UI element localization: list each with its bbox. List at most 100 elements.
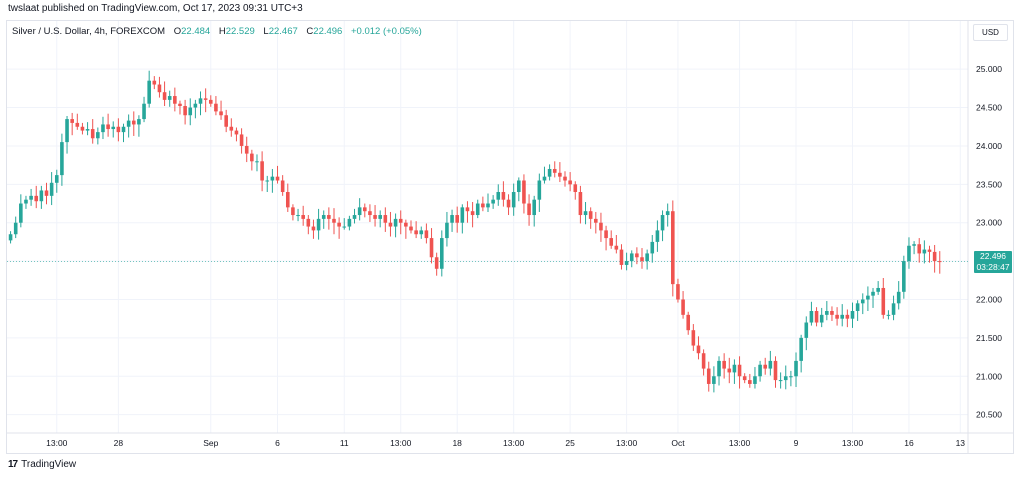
candle-up [511, 192, 516, 208]
candle-down [434, 257, 439, 269]
candle-down [183, 106, 187, 116]
candle-up [96, 132, 100, 139]
candle-down [845, 314, 850, 319]
candle-down [291, 207, 295, 216]
candle-down [332, 218, 336, 223]
candle-up [137, 119, 141, 125]
candle-down [932, 251, 937, 262]
candle-down [250, 153, 254, 162]
candle-up [440, 238, 444, 269]
candle-up [783, 376, 788, 381]
x-tick-label: 18 [452, 438, 462, 448]
legend-low-value: 22.467 [268, 26, 298, 37]
candle-down [178, 103, 182, 107]
candle-down [742, 376, 747, 381]
x-tick-label: Oct [671, 438, 685, 448]
tradingview-brand[interactable]: 17 TradingView [8, 459, 76, 470]
chart-frame [6, 20, 1014, 454]
candle-up [794, 360, 798, 377]
candle-up [624, 261, 629, 265]
candle-down [239, 134, 244, 146]
legend-change: +0.012 (+0.05%) [350, 26, 422, 37]
candle-down [681, 299, 685, 315]
x-tick-label: 16 [904, 438, 914, 448]
candle-down [208, 99, 213, 104]
candle-up [768, 360, 773, 369]
candle-down [398, 218, 403, 223]
legend-low-label: L [263, 26, 269, 37]
candle-up [912, 244, 916, 246]
candle-up [111, 126, 116, 130]
candle-up [460, 207, 465, 223]
candle-down [424, 230, 429, 239]
candle-up [347, 218, 352, 227]
candle-down [676, 284, 680, 300]
x-tick-label: 13 [956, 438, 966, 448]
x-tick-label: 25 [565, 438, 575, 448]
candle-down [80, 126, 85, 131]
candle-down [409, 226, 413, 231]
candle-down [234, 130, 239, 135]
candle-up [922, 249, 927, 254]
candle-down [244, 145, 249, 154]
candle-up [825, 311, 829, 315]
x-tick-label: 13:00 [729, 438, 751, 448]
candle-up [645, 253, 649, 262]
candle-up [49, 182, 54, 196]
candle-down [737, 364, 742, 377]
candle-up [445, 222, 449, 239]
candle-up [896, 291, 901, 304]
candle-up [24, 199, 28, 204]
candle-up [126, 120, 131, 127]
candle-up [907, 245, 911, 262]
legend-close-value: 22.496 [313, 26, 343, 37]
candle-up [167, 96, 172, 100]
candle-down [388, 222, 393, 227]
y-tick-label: 23.000 [976, 218, 1002, 228]
tradingview-logo-icon: 17 [8, 459, 18, 470]
candle-down [604, 230, 608, 239]
candle-down [280, 180, 285, 193]
candle-up [198, 98, 203, 104]
y-tick-label: 20.500 [976, 410, 1002, 420]
y-tick-label: 24.500 [976, 103, 1002, 113]
x-tick-label: 13:00 [616, 438, 638, 448]
candle-up [255, 161, 259, 163]
candle-up [121, 126, 126, 133]
candle-down [275, 176, 280, 181]
x-tick-label: Sep [203, 438, 218, 448]
candle-down [404, 222, 408, 227]
candle-down [383, 215, 388, 223]
candle-up [265, 180, 270, 182]
candle-down [773, 360, 778, 381]
candle-down [558, 172, 562, 177]
candle-up [496, 192, 501, 200]
candle-up [357, 207, 362, 216]
x-tick-label: 11 [340, 438, 349, 448]
candle-down [835, 314, 839, 319]
candle-down [224, 115, 228, 127]
candle-down [106, 124, 110, 130]
candle-up [758, 364, 762, 377]
candle-up [13, 222, 18, 235]
candle-up [147, 80, 151, 104]
currency-button[interactable]: USD [973, 24, 1008, 41]
candle-down [727, 368, 732, 373]
candle-up [850, 311, 855, 319]
candle-down [588, 211, 593, 219]
candle-up [660, 215, 665, 231]
legend-open-label: O [173, 26, 182, 37]
candle-down [157, 84, 162, 93]
x-tick-label: 13:00 [390, 438, 412, 448]
y-tick-label: 24.000 [976, 141, 1002, 151]
candle-down [578, 192, 583, 216]
candle-up [886, 314, 891, 316]
candle-up [629, 253, 634, 262]
candle-down [594, 218, 598, 223]
candle-up [54, 175, 59, 183]
candle-up [270, 176, 275, 181]
y-tick-label: 25.000 [976, 64, 1002, 74]
candle-down [429, 238, 434, 258]
candle-up [732, 364, 737, 373]
